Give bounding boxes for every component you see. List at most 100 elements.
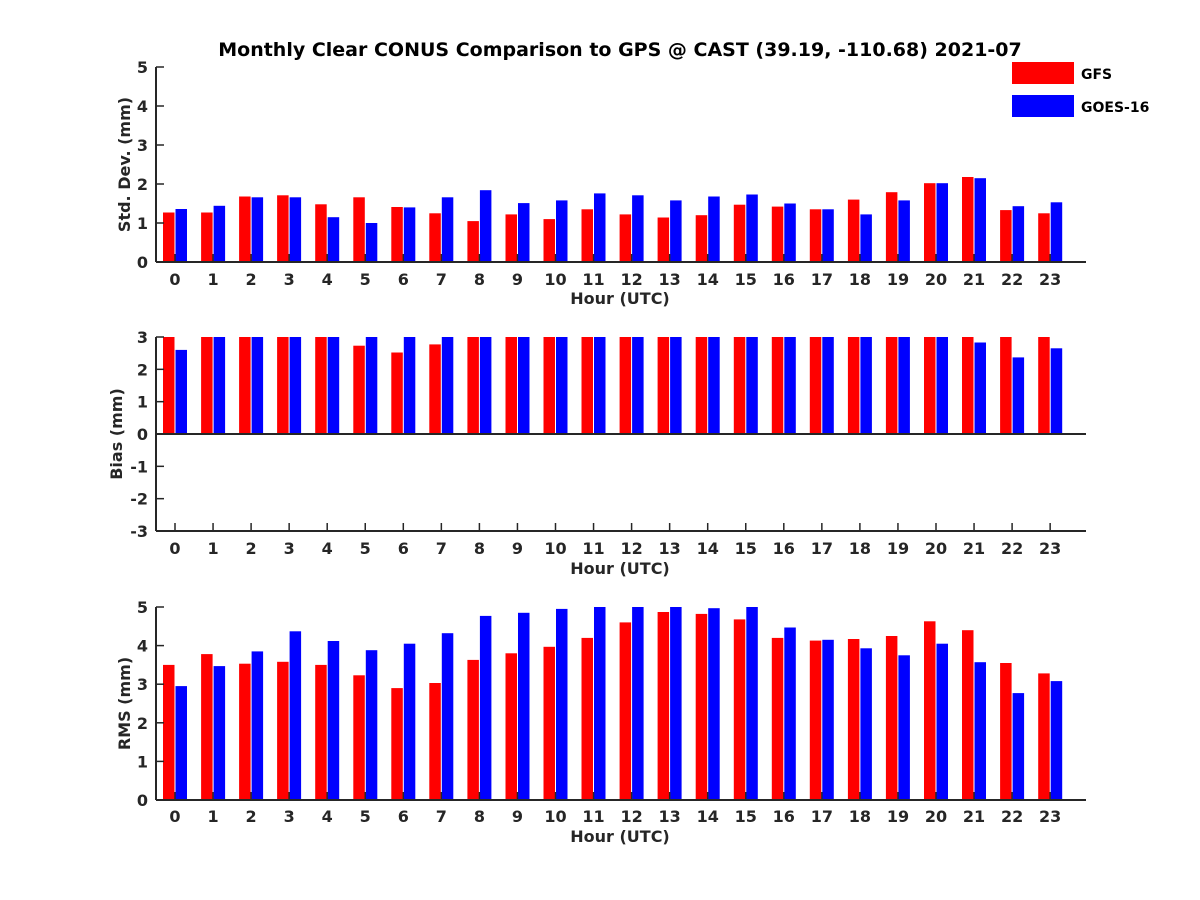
- bar-gfs-12: [619, 622, 632, 800]
- bar-goes-16-5: [365, 650, 378, 800]
- y-tick-label: 5: [137, 58, 148, 77]
- x-tick-label: 6: [398, 270, 409, 289]
- x-tick-label: 2: [246, 270, 257, 289]
- x-tick-label: 9: [512, 270, 523, 289]
- bar-gfs-4: [315, 204, 327, 262]
- bar-gfs-18: [847, 199, 860, 262]
- bar-goes-16-18: [860, 337, 872, 434]
- bar-gfs-13: [657, 217, 670, 262]
- bar-gfs-23: [1038, 337, 1050, 434]
- bar-gfs-2: [239, 196, 251, 262]
- x-tick-label: 5: [360, 807, 371, 826]
- bar-gfs-14: [695, 337, 708, 434]
- bar-goes-16-7: [441, 337, 454, 434]
- bar-goes-16-1: [213, 205, 226, 262]
- x-tick-label: 4: [322, 539, 333, 558]
- x-tick-label: 6: [398, 539, 409, 558]
- bar-goes-16-17: [822, 639, 834, 800]
- x-tick-label: 21: [963, 807, 985, 826]
- x-tick-label: 9: [512, 807, 523, 826]
- bar-goes-16-21: [974, 178, 986, 262]
- x-tick-label: 20: [925, 807, 947, 826]
- x-tick-label: 16: [773, 539, 795, 558]
- x-tick-label: 23: [1039, 270, 1061, 289]
- x-tick-label: 5: [360, 539, 371, 558]
- x-tick-label: 18: [849, 539, 871, 558]
- y-tick-label: 3: [137, 136, 148, 155]
- bar-goes-16-23: [1050, 202, 1063, 262]
- x-tick-label: 15: [735, 807, 757, 826]
- bar-gfs-7: [429, 683, 441, 800]
- y-axis-label: RMS (mm): [115, 657, 134, 750]
- bar-gfs-3: [277, 195, 289, 262]
- bar-goes-16-10: [556, 608, 568, 800]
- x-tick-label: 8: [474, 539, 485, 558]
- bar-gfs-21: [962, 177, 974, 262]
- x-tick-label: 1: [207, 807, 218, 826]
- bar-gfs-11: [581, 637, 593, 800]
- y-tick-label: 3: [137, 328, 148, 347]
- bar-goes-16-4: [327, 217, 340, 262]
- bar-gfs-3: [277, 337, 289, 434]
- bar-goes-16-6: [403, 643, 416, 800]
- bar-gfs-16: [771, 337, 784, 434]
- bar-gfs-1: [201, 212, 213, 262]
- y-tick-label: 0: [137, 791, 148, 810]
- x-tick-label: 15: [735, 270, 757, 289]
- bar-gfs-21: [962, 337, 974, 434]
- bar-gfs-23: [1038, 673, 1050, 800]
- x-tick-label: 5: [360, 270, 371, 289]
- bar-goes-16-2: [251, 337, 264, 434]
- x-tick-label: 16: [773, 270, 795, 289]
- bar-gfs-21: [962, 630, 974, 800]
- bar-gfs-19: [885, 192, 898, 262]
- x-tick-label: 8: [474, 270, 485, 289]
- bar-gfs-20: [924, 621, 936, 800]
- bar-gfs-0: [163, 664, 175, 800]
- bar-goes-16-23: [1050, 681, 1063, 800]
- bar-goes-16-16: [784, 627, 796, 800]
- bar-gfs-15: [733, 204, 746, 262]
- bar-gfs-5: [353, 675, 365, 800]
- bar-gfs-19: [885, 337, 898, 434]
- bar-gfs-11: [581, 209, 593, 262]
- bar-goes-16-20: [936, 337, 948, 434]
- bar-goes-16-8: [479, 337, 492, 434]
- x-tick-label: 9: [512, 539, 523, 558]
- x-tick-label: 13: [659, 270, 681, 289]
- x-tick-label: 8: [474, 807, 485, 826]
- bar-gfs-9: [505, 214, 517, 262]
- x-tick-label: 1: [207, 270, 218, 289]
- x-tick-label: 7: [436, 539, 447, 558]
- bar-goes-16-8: [479, 615, 492, 800]
- x-tick-label: 12: [620, 807, 642, 826]
- x-tick-label: 18: [849, 807, 871, 826]
- bar-goes-16-13: [670, 337, 682, 434]
- bar-gfs-22: [1000, 337, 1012, 434]
- bar-goes-16-7: [441, 197, 454, 262]
- x-tick-label: 3: [284, 807, 295, 826]
- bar-gfs-0: [163, 212, 175, 262]
- legend-label-goes-16: GOES-16: [1081, 100, 1149, 116]
- x-tick-label: 18: [849, 270, 871, 289]
- bar-goes-16-3: [289, 631, 302, 800]
- x-tick-label: 2: [246, 807, 257, 826]
- x-tick-label: 19: [887, 539, 909, 558]
- bar-goes-16-15: [746, 337, 758, 434]
- x-tick-label: 14: [697, 270, 719, 289]
- y-tick-label: -3: [130, 522, 148, 541]
- bar-gfs-20: [924, 337, 936, 434]
- bar-gfs-7: [429, 213, 441, 263]
- x-tick-label: 7: [436, 807, 447, 826]
- bar-gfs-9: [505, 337, 517, 434]
- bar-goes-16-16: [784, 203, 796, 262]
- chart-title: Monthly Clear CONUS Comparison to GPS @ …: [218, 39, 1022, 61]
- bar-goes-16-0: [175, 209, 187, 262]
- legend-label-gfs: GFS: [1081, 67, 1112, 83]
- x-tick-label: 12: [620, 270, 642, 289]
- bar-goes-16-16: [784, 337, 796, 434]
- bar-goes-16-18: [860, 214, 872, 262]
- bar-goes-16-2: [251, 197, 264, 262]
